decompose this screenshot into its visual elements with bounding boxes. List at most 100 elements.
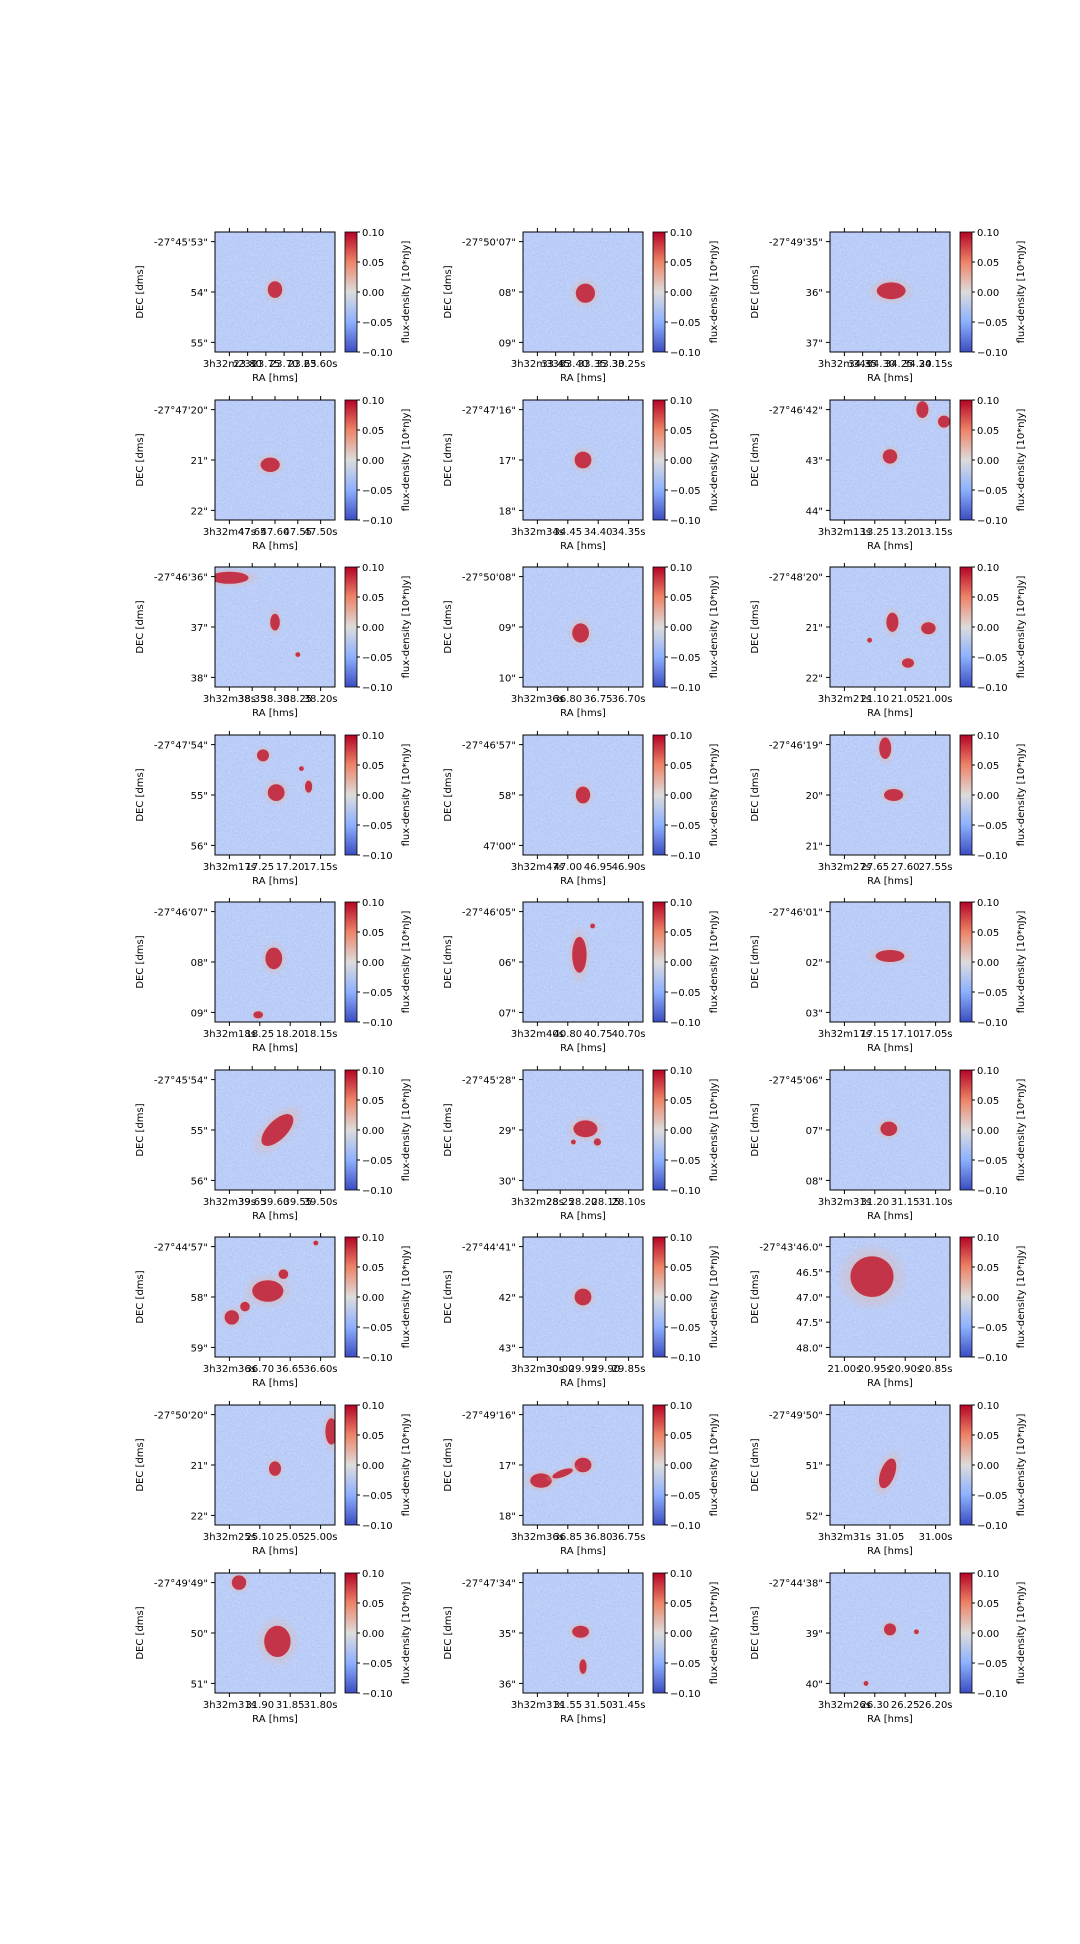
y-tick-label: 35" <box>499 1629 516 1640</box>
colorbar-label: flux-density [10*nJy] <box>709 576 720 679</box>
y-tick-label: -27°44'38" <box>769 1579 823 1590</box>
colorbar-tick-label: 0.05 <box>362 1263 384 1274</box>
colorbar-tick-label: 0.00 <box>977 288 999 299</box>
source-blob <box>884 789 904 801</box>
y-tick-label: 44" <box>806 506 823 517</box>
x-tick-label: 28.10s <box>612 1197 646 1208</box>
colorbar <box>959 231 973 353</box>
x-tick-label: 31.80s <box>304 1700 338 1711</box>
x-tick-label: 39.50s <box>304 1197 338 1208</box>
y-tick-label: 50" <box>191 1629 208 1640</box>
y-tick-label: -27°50'07" <box>462 238 516 249</box>
colorbar-tick-label: −0.05 <box>977 653 1008 664</box>
colorbar-tick-label: −0.10 <box>670 1018 701 1029</box>
y-tick-label: -27°46'36" <box>154 573 208 584</box>
colorbar-label: flux-density [10*nJy] <box>709 1414 720 1517</box>
x-axis-label: RA [hms] <box>252 1211 298 1222</box>
y-tick-label: -27°46'57" <box>462 741 516 752</box>
x-tick-label: 3h32m26s <box>818 1700 871 1711</box>
x-tick-label: 39.65 <box>238 1197 267 1208</box>
x-tick-label: 13.20 <box>891 527 920 538</box>
x-tick-label: 3h32m13s <box>818 527 871 538</box>
x-tick-label: 27.65 <box>860 862 889 873</box>
x-tick-label: 25.10 <box>245 1532 274 1543</box>
y-axis-label: DEC [dms] <box>135 600 146 653</box>
source-blob <box>879 737 892 759</box>
y-tick-label: 58" <box>499 791 516 802</box>
x-tick-label: 3h32m25s <box>203 1532 256 1543</box>
colorbar-tick-label: −0.05 <box>362 1491 393 1502</box>
colorbar-label: flux-density [10*nJy] <box>709 911 720 1014</box>
colorbar <box>344 1404 358 1526</box>
colorbar-tick-label: −0.05 <box>362 1323 393 1334</box>
source-blob <box>572 1625 589 1638</box>
x-tick-label: 23.65 <box>288 359 317 370</box>
colorbar-tick-label: 0.10 <box>362 898 384 909</box>
x-tick-label: 25.00s <box>304 1532 338 1543</box>
colorbar-tick-label: 0.05 <box>977 1431 999 1442</box>
source-blob <box>575 283 596 303</box>
colorbar-label: flux-density [10*nJy] <box>709 1079 720 1182</box>
y-axis-label: DEC [dms] <box>443 935 454 988</box>
source-blob <box>552 1468 573 1479</box>
source-blob <box>269 1461 281 1476</box>
sources <box>523 1452 598 1493</box>
source-blob <box>572 623 589 643</box>
y-tick-label: 09" <box>499 623 516 634</box>
colorbar-tick-label: 0.10 <box>977 396 999 407</box>
x-tick-label: 46.95 <box>584 862 613 873</box>
y-tick-label: 18" <box>499 506 516 517</box>
colorbar <box>344 1069 358 1191</box>
colorbar-label: flux-density [10*nJy] <box>401 744 412 847</box>
colorbar-label: flux-density [10*nJy] <box>401 1414 412 1517</box>
x-tick-label: 18.15s <box>304 1029 338 1040</box>
source-blob <box>938 415 950 428</box>
y-tick-label: 08" <box>191 958 208 969</box>
y-tick-label: 39" <box>806 1629 823 1640</box>
source-blob <box>299 766 304 771</box>
x-tick-label: 3h32m33s <box>511 359 564 370</box>
colorbar-tick-label: −0.05 <box>977 988 1008 999</box>
colorbar-tick-label: −0.10 <box>977 1018 1008 1029</box>
colorbar-label: flux-density [10*nJy] <box>1016 911 1027 1014</box>
y-tick-label: 36" <box>499 1679 516 1690</box>
colorbar-label: flux-density [10*nJy] <box>1016 241 1027 344</box>
sources <box>250 940 289 1021</box>
source-blob <box>325 1418 335 1445</box>
x-tick-label: 30.00 <box>546 1364 575 1375</box>
x-tick-label: 21.00s <box>919 694 953 705</box>
x-tick-label: 3h32m36s <box>511 694 564 705</box>
colorbar <box>344 399 358 521</box>
x-axis-label: RA [hms] <box>252 1546 298 1557</box>
colorbar-label: flux-density [10*nJy] <box>709 241 720 344</box>
x-tick-label: 31.45s <box>612 1700 646 1711</box>
y-tick-label: 18" <box>499 1511 516 1522</box>
x-tick-label: 18.25 <box>245 1029 274 1040</box>
colorbar-label: flux-density [10*nJy] <box>1016 576 1027 679</box>
y-tick-label: -27°45'53" <box>154 238 208 249</box>
colorbar-label: flux-density [10*nJy] <box>709 744 720 847</box>
y-tick-label: -27°50'08" <box>462 573 516 584</box>
x-tick-label: 33.40 <box>560 359 589 370</box>
colorbar-label: flux-density [10*nJy] <box>401 241 412 344</box>
y-axis-label: DEC [dms] <box>135 935 146 988</box>
colorbar-tick-label: −0.10 <box>362 1353 393 1364</box>
colorbar-label: flux-density [10*nJy] <box>401 911 412 1014</box>
x-tick-label: 3h32m31s <box>511 1700 564 1711</box>
source-blob <box>886 612 899 632</box>
x-tick-label: 3h32m36s <box>203 1364 256 1375</box>
source-blob <box>878 1458 897 1489</box>
colorbar-label: flux-density [10*nJy] <box>709 1246 720 1349</box>
x-tick-label: 34.25 <box>885 359 914 370</box>
y-tick-label: -27°46'07" <box>154 908 208 919</box>
x-axis-label: RA [hms] <box>867 1546 913 1557</box>
x-tick-label: 34.30 <box>867 359 896 370</box>
colorbar-tick-label: 0.00 <box>362 623 384 634</box>
x-tick-label: 3h32m18s <box>203 1029 256 1040</box>
source-blob <box>575 786 591 804</box>
colorbar <box>959 1236 973 1358</box>
y-tick-label: 07" <box>499 1008 516 1019</box>
